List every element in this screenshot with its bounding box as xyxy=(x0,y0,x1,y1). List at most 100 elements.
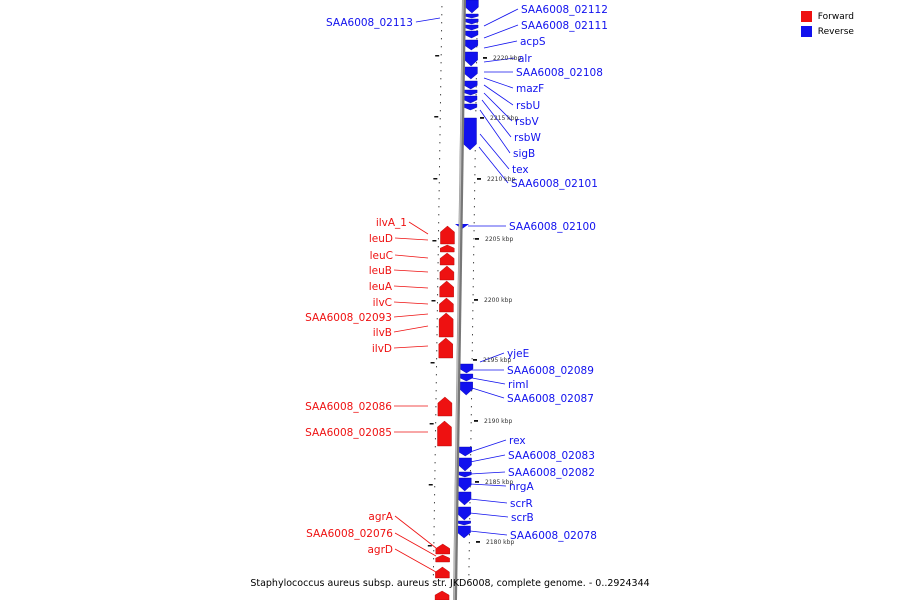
reverse-gene-arrow xyxy=(458,471,472,478)
scale-dot xyxy=(470,422,472,424)
leader-line-rsbw xyxy=(481,99,512,138)
leader-line-saa6008-02076 xyxy=(394,532,437,557)
scale-dot xyxy=(433,526,435,528)
scale-dot xyxy=(470,438,472,440)
scale-dot xyxy=(439,134,441,136)
kbp-tick-5: 2195 kbp xyxy=(483,357,511,364)
label-leaders xyxy=(393,8,519,573)
forward-gene-arrow xyxy=(438,337,453,359)
gene-label-saa6008-02101: SAA6008_02101 xyxy=(511,178,598,190)
gene-labels: SAA6008_02113 SAA6008_02112 SAA6008_02111a… xyxy=(305,4,608,556)
scale-dot xyxy=(437,294,439,296)
gene-label-saa6008-02112: SAA6008_02112 xyxy=(521,4,608,16)
scale-dot xyxy=(474,182,476,184)
leader-line-leub xyxy=(393,269,429,273)
scale-dot xyxy=(439,102,441,104)
legend-reverse: Reverse xyxy=(800,24,854,39)
forward-swatch xyxy=(800,11,812,22)
genome-backbone xyxy=(453,0,466,600)
forward-gene-arrow xyxy=(437,396,453,417)
leader-line-leua xyxy=(393,285,429,289)
scale-dot xyxy=(436,334,438,336)
gene-label-leud: leuD xyxy=(369,233,393,245)
scale-dot xyxy=(437,278,439,280)
leader-line-agra xyxy=(394,515,437,549)
scale-dot xyxy=(438,230,440,232)
reverse-gene-arrow xyxy=(463,89,478,96)
scale-dot xyxy=(436,366,438,368)
scale-dot xyxy=(470,430,472,432)
forward-gene-arrow xyxy=(437,420,452,447)
scale-dot xyxy=(438,190,440,192)
scale-dot xyxy=(438,222,440,224)
scale-dot xyxy=(439,142,441,144)
gene-label-saa6008-02086: SAA6008_02086 xyxy=(305,401,392,413)
scale-dot xyxy=(434,446,436,448)
scale-tick-right xyxy=(477,178,481,180)
kbp-tick-1: 2215 kbp xyxy=(490,115,518,122)
reverse-gene-arrow xyxy=(458,457,472,472)
legend-forward: Forward xyxy=(800,9,854,24)
scale-dot xyxy=(474,198,476,200)
gene-label-leuc: leuC xyxy=(370,250,393,262)
scale-dot xyxy=(470,406,472,408)
backbone-shadow xyxy=(453,0,466,600)
scale-dot xyxy=(439,118,441,120)
scale-dot xyxy=(472,326,474,328)
scale-dot xyxy=(438,214,440,216)
reverse-gene-arrow xyxy=(464,80,478,90)
scale-tick-right xyxy=(474,420,478,422)
gene-label-scrr: scrR xyxy=(510,498,533,510)
forward-gene-arrow xyxy=(440,244,455,253)
reverse-gene-arrow xyxy=(465,13,479,19)
scale-dot xyxy=(434,486,436,488)
scale-dot xyxy=(473,238,475,240)
leader-line-scrb xyxy=(469,512,509,518)
forward-gene-arrow xyxy=(439,297,454,313)
scale-dot xyxy=(438,182,440,184)
scale-dot xyxy=(440,46,442,48)
scale-dot xyxy=(436,302,438,304)
gene-label-saa6008-02085: SAA6008_02085 xyxy=(305,427,392,439)
reverse-gene-arrow xyxy=(464,18,479,25)
forward-gene-arrow xyxy=(438,312,454,338)
scale-dot xyxy=(473,206,475,208)
leader-line-leuc xyxy=(394,254,429,259)
kbp-tick-0: 2220 kbp xyxy=(493,55,521,62)
gene-label-ilvd: ilvD xyxy=(372,343,392,355)
leader-line-scrr xyxy=(469,498,508,504)
leader-line-rex xyxy=(469,439,507,453)
scale-tick-right xyxy=(475,481,479,483)
gene-label-rsbw: rsbW xyxy=(514,132,541,144)
gene-label-acps: acpS xyxy=(520,36,546,48)
scale-dot xyxy=(469,518,471,520)
scale-dot xyxy=(434,470,436,472)
gene-label-ilva-1: ilvA_1 xyxy=(376,217,407,229)
scale-dot xyxy=(472,270,474,272)
scale-dot xyxy=(435,374,437,376)
scale-dot xyxy=(476,30,478,32)
scale-dot xyxy=(440,70,442,72)
scale-dot xyxy=(441,6,443,8)
forward-gene-arrow xyxy=(435,554,450,563)
leader-line-saa6008-02083 xyxy=(469,454,506,463)
scale-dot xyxy=(476,62,478,64)
leader-line-ilvd xyxy=(393,345,429,349)
scale-dot xyxy=(474,174,476,176)
scale-dot xyxy=(472,310,474,312)
scale-tick-left xyxy=(434,116,439,118)
scale-dot xyxy=(469,486,471,488)
gene-label-tex: tex xyxy=(512,164,529,176)
scale-dot xyxy=(436,310,438,312)
leader-line-saa6008-02113 xyxy=(415,17,441,23)
scale-dot xyxy=(476,38,478,40)
scale-dot xyxy=(437,270,439,272)
forward-gene-arrow xyxy=(434,590,450,600)
leader-line-ilva-1 xyxy=(408,221,429,235)
gene-label-agra: agrA xyxy=(368,511,393,523)
reverse-gene-arrow xyxy=(463,95,478,104)
scale-tick-left xyxy=(432,240,437,242)
scale-dot xyxy=(433,518,435,520)
scale-dot xyxy=(470,446,472,448)
